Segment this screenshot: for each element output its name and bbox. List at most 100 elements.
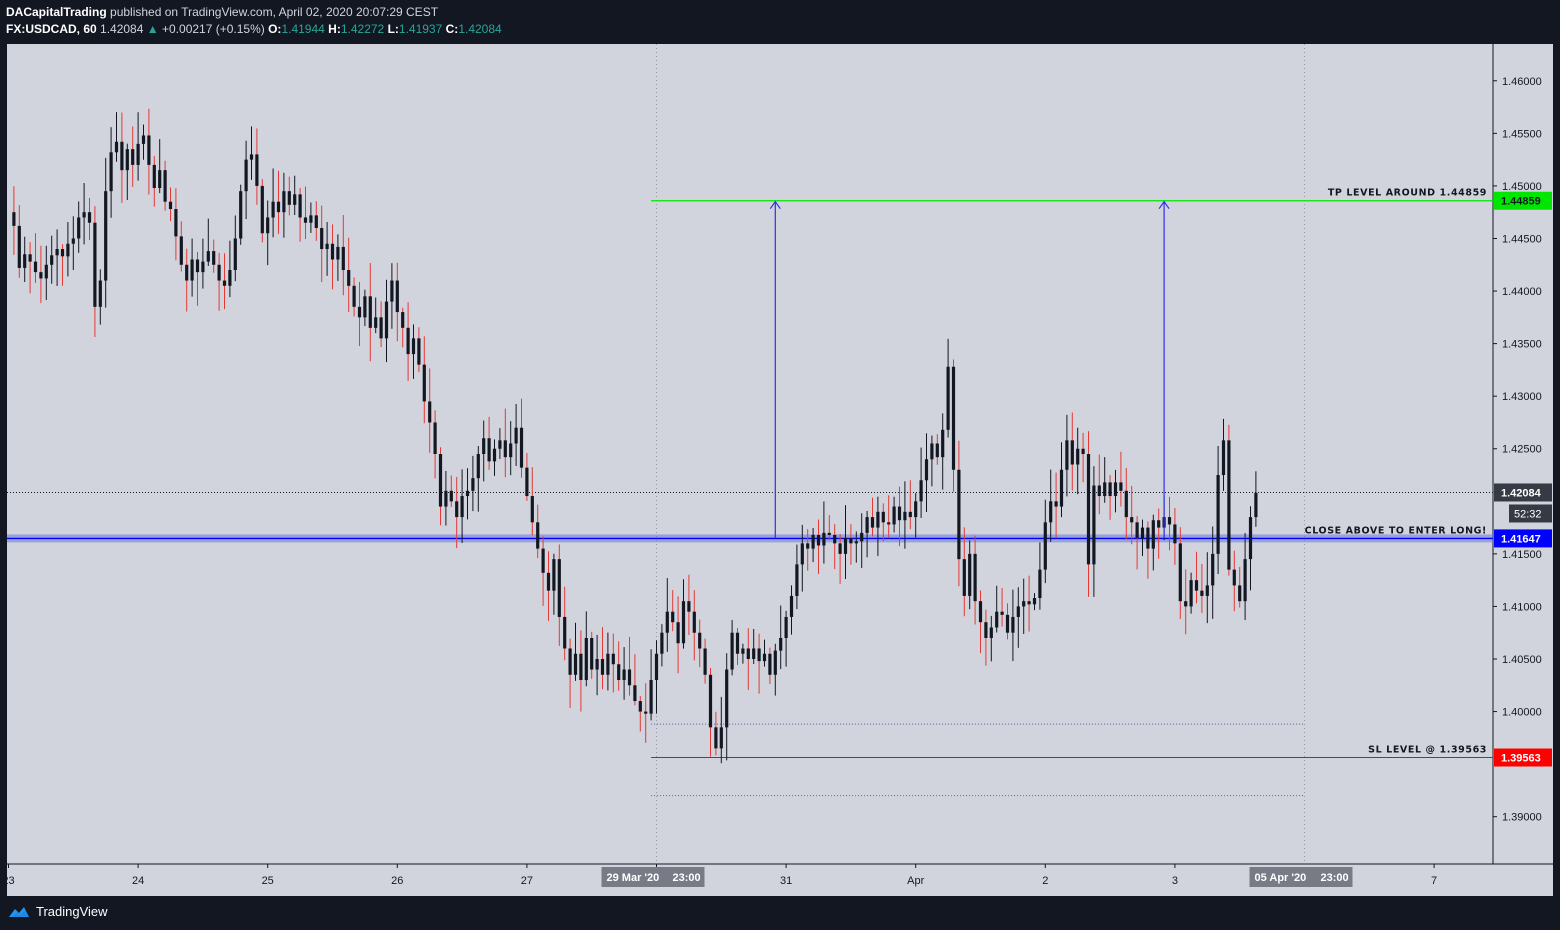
- candle[interactable]: [762, 639, 767, 667]
- candle[interactable]: [768, 647, 772, 684]
- candle[interactable]: [1167, 496, 1172, 551]
- candle[interactable]: [546, 551, 551, 621]
- candle[interactable]: [1151, 514, 1155, 571]
- candle[interactable]: [168, 187, 173, 222]
- candle[interactable]: [390, 263, 394, 329]
- candle[interactable]: [1211, 526, 1215, 619]
- candle[interactable]: [309, 202, 313, 233]
- candle[interactable]: [1049, 469, 1053, 542]
- symbol-name[interactable]: FX:USDCAD, 60: [6, 22, 97, 36]
- range-end-label[interactable]: 05 Apr '20 23:00: [1249, 867, 1353, 887]
- candle[interactable]: [395, 262, 399, 342]
- candle[interactable]: [1130, 485, 1134, 545]
- candle[interactable]: [444, 470, 448, 526]
- candle[interactable]: [897, 486, 902, 547]
- price-chart[interactable]: 1.46000 1.45500 1.45000 1.44500 1.44000 1.435…: [0, 0, 1560, 896]
- candle[interactable]: [1205, 552, 1209, 624]
- candle[interactable]: [330, 224, 335, 290]
- candle[interactable]: [1059, 442, 1064, 518]
- candle[interactable]: [406, 302, 410, 381]
- candle[interactable]: [730, 620, 734, 676]
- candle[interactable]: [681, 579, 686, 649]
- candle[interactable]: [1140, 519, 1145, 557]
- candle[interactable]: [163, 160, 167, 211]
- candle[interactable]: [984, 609, 988, 666]
- candle[interactable]: [827, 515, 831, 540]
- candle[interactable]: [185, 248, 189, 312]
- candle[interactable]: [228, 240, 232, 298]
- candle[interactable]: [924, 433, 929, 513]
- candle[interactable]: [795, 544, 799, 610]
- candle[interactable]: [77, 201, 81, 253]
- candle[interactable]: [1243, 532, 1247, 621]
- candle[interactable]: [962, 527, 966, 617]
- candle[interactable]: [995, 585, 999, 633]
- candle[interactable]: [131, 126, 135, 187]
- plot-area[interactable]: [7, 44, 1493, 864]
- candle[interactable]: [104, 157, 108, 308]
- candle[interactable]: [590, 631, 594, 679]
- candle[interactable]: [1027, 575, 1031, 632]
- candle[interactable]: [352, 277, 356, 317]
- candle[interactable]: [752, 629, 756, 664]
- candle[interactable]: [428, 368, 432, 453]
- candle[interactable]: [347, 237, 351, 313]
- candle[interactable]: [114, 112, 119, 162]
- candle[interactable]: [23, 236, 27, 283]
- candle[interactable]: [941, 413, 945, 490]
- author-name[interactable]: DACapitalTrading: [6, 5, 107, 19]
- candle[interactable]: [908, 480, 912, 530]
- candle[interactable]: [838, 533, 842, 584]
- candle[interactable]: [320, 205, 324, 283]
- candle[interactable]: [255, 128, 259, 205]
- candle[interactable]: [498, 428, 502, 460]
- candle[interactable]: [514, 404, 518, 466]
- candle[interactable]: [455, 476, 459, 549]
- candle[interactable]: [719, 696, 723, 764]
- candle[interactable]: [854, 531, 858, 563]
- candle[interactable]: [698, 619, 702, 668]
- candle[interactable]: [687, 574, 691, 636]
- candle[interactable]: [1232, 550, 1236, 612]
- candle[interactable]: [1227, 424, 1231, 576]
- candle[interactable]: [746, 628, 750, 690]
- candle[interactable]: [1124, 467, 1128, 540]
- candle[interactable]: [536, 504, 540, 559]
- candle[interactable]: [1022, 578, 1026, 634]
- candle[interactable]: [1016, 587, 1020, 648]
- candle[interactable]: [660, 624, 664, 667]
- candle[interactable]: [1173, 508, 1177, 565]
- candle[interactable]: [71, 216, 75, 270]
- candle[interactable]: [303, 186, 308, 240]
- candle[interactable]: [384, 279, 389, 363]
- candle[interactable]: [638, 695, 642, 732]
- candle[interactable]: [411, 324, 416, 379]
- candle[interactable]: [28, 242, 32, 294]
- candle[interactable]: [876, 496, 880, 557]
- candle[interactable]: [109, 127, 113, 218]
- candle[interactable]: [989, 615, 993, 662]
- candle[interactable]: [676, 596, 680, 674]
- candle[interactable]: [17, 205, 21, 278]
- candle[interactable]: [293, 175, 297, 216]
- candle[interactable]: [201, 238, 205, 289]
- candle[interactable]: [266, 200, 270, 266]
- candle[interactable]: [487, 416, 491, 470]
- candle[interactable]: [978, 590, 983, 654]
- candle[interactable]: [914, 493, 918, 538]
- projection-arrow[interactable]: [769, 200, 781, 539]
- candle[interactable]: [519, 398, 524, 478]
- candle[interactable]: [249, 126, 254, 180]
- candle[interactable]: [314, 201, 318, 241]
- candle[interactable]: [141, 124, 146, 160]
- candle[interactable]: [665, 578, 669, 652]
- candle[interactable]: [946, 338, 950, 438]
- candle[interactable]: [460, 469, 464, 544]
- candle[interactable]: [239, 184, 243, 245]
- candle[interactable]: [703, 638, 707, 684]
- candle[interactable]: [325, 222, 329, 276]
- candle[interactable]: [336, 234, 340, 281]
- candle[interactable]: [1086, 431, 1091, 597]
- candle[interactable]: [563, 586, 567, 661]
- candle[interactable]: [708, 667, 713, 757]
